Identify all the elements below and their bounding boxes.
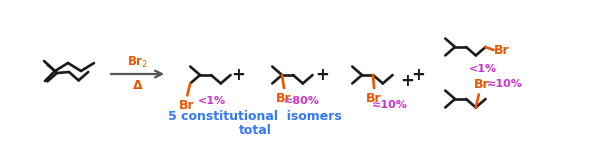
Text: Br: Br <box>276 91 292 105</box>
Text: +: + <box>315 66 329 84</box>
Text: ≈80%: ≈80% <box>284 96 320 106</box>
Text: +: + <box>400 72 414 90</box>
Text: Br: Br <box>366 91 382 105</box>
Text: total: total <box>239 123 271 137</box>
Text: Br: Br <box>178 99 194 112</box>
Text: +: + <box>231 66 245 84</box>
Text: Br: Br <box>494 44 509 56</box>
Text: ≈10%: ≈10% <box>372 100 408 110</box>
Text: <1%: <1% <box>198 96 226 106</box>
Text: 5 constitutional  isomers: 5 constitutional isomers <box>168 111 342 123</box>
Text: ≈10%: ≈10% <box>487 79 523 89</box>
Text: Br: Br <box>474 78 490 91</box>
Text: <1%: <1% <box>469 64 497 74</box>
Text: Δ: Δ <box>133 78 143 91</box>
Text: +: + <box>411 66 425 84</box>
Text: Br$_2$: Br$_2$ <box>127 54 149 70</box>
